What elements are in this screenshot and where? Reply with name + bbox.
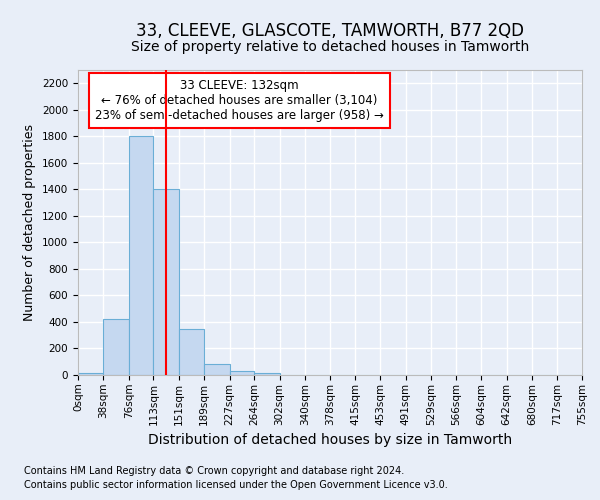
Bar [230,371,254,375]
Bar [204,364,230,375]
Bar [179,328,204,375]
Bar [103,320,129,375]
Text: 33 CLEEVE: 132sqm
← 76% of detached houses are smaller (3,104)
23% of semi-detac: 33 CLEEVE: 132sqm ← 76% of detached hous… [95,79,384,122]
Bar [78,373,103,375]
Bar [154,190,179,375]
Text: Size of property relative to detached houses in Tamworth: Size of property relative to detached ho… [131,40,529,54]
Bar [129,136,154,375]
Text: Contains HM Land Registry data © Crown copyright and database right 2024.: Contains HM Land Registry data © Crown c… [24,466,404,476]
Text: 33, CLEEVE, GLASCOTE, TAMWORTH, B77 2QD: 33, CLEEVE, GLASCOTE, TAMWORTH, B77 2QD [136,22,524,40]
Text: Contains public sector information licensed under the Open Government Licence v3: Contains public sector information licen… [24,480,448,490]
X-axis label: Distribution of detached houses by size in Tamworth: Distribution of detached houses by size … [148,433,512,447]
Bar [254,373,280,375]
Y-axis label: Number of detached properties: Number of detached properties [23,124,37,321]
